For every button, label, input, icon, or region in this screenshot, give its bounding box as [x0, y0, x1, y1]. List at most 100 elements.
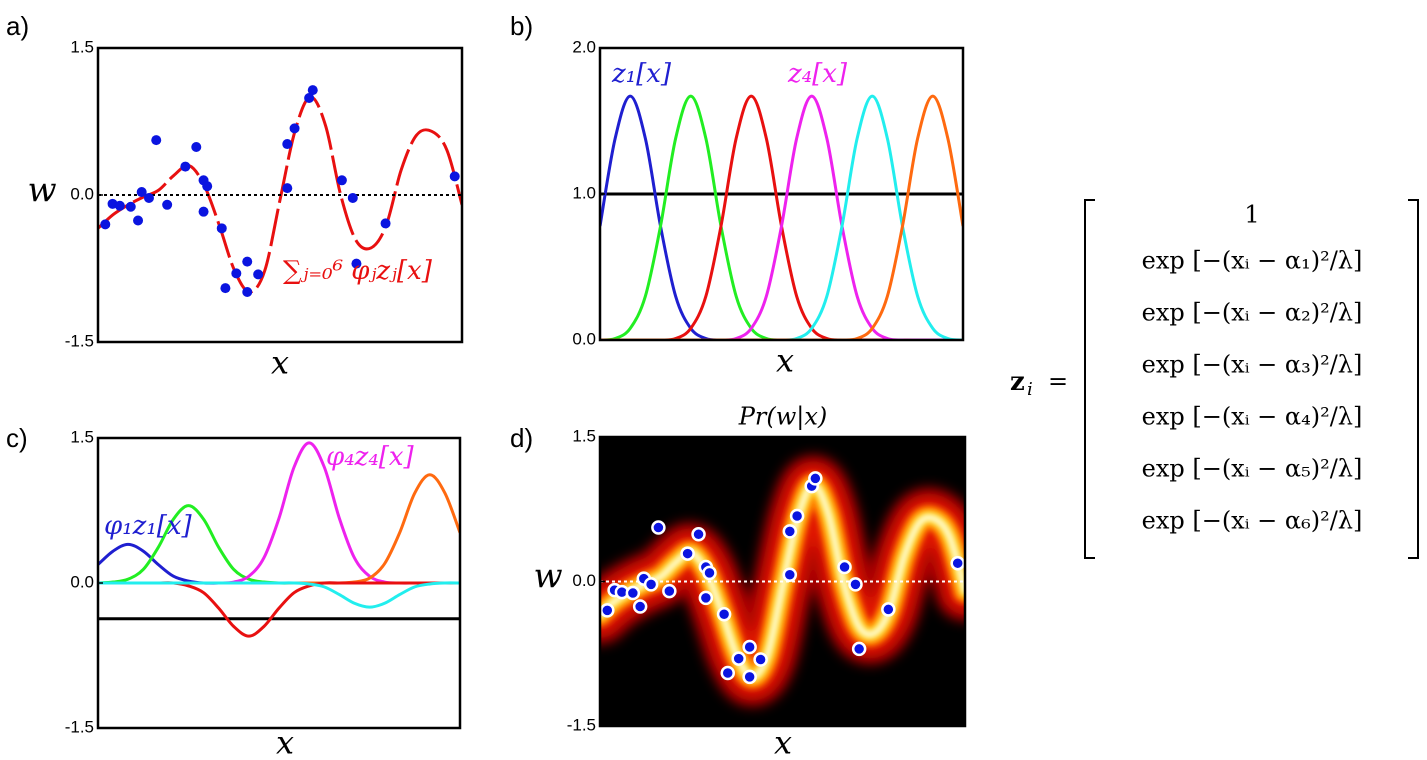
panel: -1.5 0.0 1.5 a) w x ∑ⱼ₌₀⁶ φⱼzⱼ[x] [6, 11, 464, 382]
data-point [632, 599, 648, 614]
data-point [380, 218, 391, 229]
plot-area [98, 441, 460, 638]
data-point [125, 201, 136, 212]
annotation: z₄[x] [787, 59, 848, 89]
bracket-right [1408, 199, 1419, 559]
data-point [662, 583, 677, 599]
panel-label: d) [510, 423, 533, 453]
eq-row: exp [−(xᵢ − α₆)²/λ] [1142, 507, 1363, 535]
data-point [742, 639, 757, 655]
eq-row: exp [−(xᵢ − α₄)²/λ] [1142, 403, 1363, 431]
data-point [837, 559, 852, 575]
data-point [753, 652, 768, 667]
data-point [191, 141, 202, 152]
data-point [114, 200, 125, 211]
data-point [347, 192, 358, 203]
panel-label: b) [510, 11, 533, 41]
chart-title: Pr(w|x) [738, 403, 828, 432]
data-point [742, 669, 757, 685]
eq-row: exp [−(xᵢ − α₂)²/λ] [1142, 299, 1363, 327]
panel-label: c) [6, 423, 28, 453]
curve [600, 94, 963, 340]
data-point [782, 524, 798, 539]
data-point [881, 602, 896, 617]
data-point [680, 546, 695, 561]
data-point [643, 577, 659, 592]
eq-sign: = [1048, 368, 1068, 396]
data-point [289, 123, 300, 134]
curve [600, 94, 963, 340]
data-point [720, 665, 735, 681]
y-tick-label: -1.5 [65, 331, 94, 350]
curve [98, 542, 460, 585]
data-point [808, 471, 823, 486]
annotation: φ₁z₁[x] [104, 511, 193, 541]
data-point [133, 215, 144, 226]
data-point [180, 161, 191, 172]
data-point [162, 199, 173, 210]
y-tick-label: -1.5 [65, 717, 94, 736]
data-point [950, 555, 965, 571]
annotation: z₁[x] [611, 59, 672, 89]
plot-area [98, 95, 462, 294]
y-tick-label: 0.0 [572, 329, 596, 348]
data-point [242, 287, 253, 298]
annotation: ∑ⱼ₌₀⁶ φⱼzⱼ[x] [283, 256, 433, 286]
data-point [336, 175, 347, 186]
annotation: φ₄z₄[x] [326, 442, 415, 472]
y-tick-label: 0.0 [70, 572, 94, 591]
data-point [698, 590, 714, 606]
y-tick-label: 1.0 [572, 183, 596, 202]
data-point [691, 527, 706, 542]
plot-area [600, 437, 965, 726]
data-point [220, 283, 231, 294]
data-point [151, 135, 162, 146]
data-point [307, 85, 318, 96]
data-point [848, 577, 863, 592]
data-point [282, 183, 293, 194]
x-axis-label: x [774, 724, 792, 760]
data-point [136, 187, 147, 198]
data-point [216, 223, 227, 234]
bracket-left [1084, 199, 1095, 559]
eq-row: exp [−(xᵢ − α₅)²/λ] [1142, 455, 1363, 483]
data-point [198, 206, 209, 217]
y-axis-label: w [533, 556, 562, 596]
data-point [231, 268, 242, 279]
y-tick-label: -1.5 [567, 715, 596, 734]
eq-row: 1 [1244, 201, 1259, 229]
x-axis-label: x [276, 724, 294, 760]
data-point [351, 258, 362, 269]
data-point [731, 651, 746, 666]
data-point [789, 508, 805, 524]
data-point [851, 641, 867, 657]
x-axis-label: x [271, 344, 289, 382]
y-tick-label: 1.5 [70, 37, 94, 56]
data-point [702, 565, 717, 581]
x-axis-label: x [776, 342, 794, 380]
data-point [304, 92, 315, 103]
data-point [716, 607, 732, 622]
eq-row: exp [−(xᵢ − α₃)²/λ] [1142, 351, 1363, 379]
data-point [202, 181, 213, 192]
y-axis-label: w [27, 170, 56, 210]
y-tick-label: 2.0 [572, 37, 596, 56]
curve [98, 95, 462, 294]
plot-area [600, 94, 963, 340]
data-point [143, 192, 154, 203]
curve [98, 581, 460, 609]
panel: -1.5 0.0 1.5 d) w x Pr(w|x) [510, 403, 967, 760]
data-point [625, 585, 641, 601]
y-tick-label: 0.0 [70, 184, 94, 203]
y-tick-label: 1.5 [70, 427, 94, 446]
equation: z i = [1010, 199, 1419, 559]
data-point [651, 520, 666, 535]
data-point [449, 171, 460, 182]
panel-label: a) [6, 11, 29, 41]
data-point [600, 603, 615, 618]
eq-row: exp [−(xᵢ − α₁)²/λ] [1142, 247, 1363, 275]
data-point [253, 269, 264, 280]
y-tick-label: 0.0 [572, 571, 596, 590]
data-point [782, 567, 798, 583]
